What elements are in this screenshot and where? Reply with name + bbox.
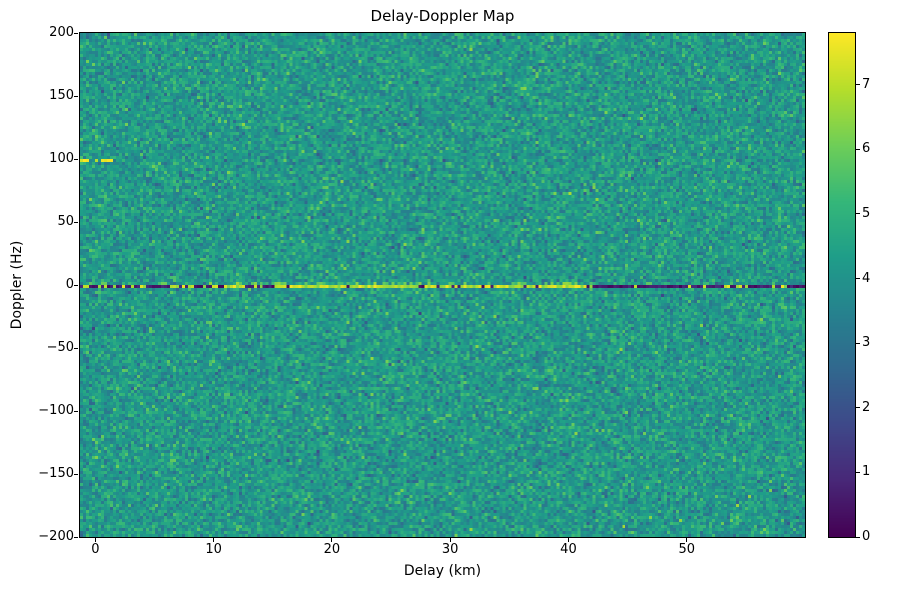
colorbar-tick-label: 1 [862, 464, 871, 480]
x-tick-mark [331, 538, 333, 542]
y-tick-label: 150 [49, 88, 74, 103]
y-tick-mark [74, 473, 78, 475]
y-tick-mark [74, 95, 78, 97]
colorbar-tick-mark [856, 278, 860, 280]
y-tick-label: −200 [38, 529, 74, 544]
y-tick-mark [74, 347, 78, 349]
plot-title: Delay-Doppler Map [370, 7, 515, 25]
colorbar-tick-mark [856, 471, 860, 473]
colorbar-tick-mark [856, 342, 860, 344]
heatmap-canvas [80, 33, 805, 537]
y-tick-label: −100 [38, 403, 74, 418]
x-tick-label: 50 [678, 542, 695, 557]
colorbar-tick-mark [856, 213, 860, 215]
x-tick-label: 0 [91, 542, 100, 557]
colorbar-tick-mark [856, 148, 860, 150]
colorbar-tick-label: 2 [862, 399, 871, 415]
y-tick-mark [74, 410, 78, 412]
y-tick-label: −150 [38, 466, 74, 481]
colorbar [828, 32, 856, 538]
y-tick-mark [74, 32, 78, 34]
colorbar-tick-label: 4 [862, 270, 871, 286]
colorbar-tick-label: 0 [862, 529, 871, 544]
y-tick-mark [74, 158, 78, 160]
plot-area [79, 32, 806, 538]
colorbar-tick-label: 5 [862, 205, 871, 221]
colorbar-canvas [829, 33, 855, 537]
x-tick-label: 30 [441, 542, 459, 557]
x-tick-label: 10 [205, 542, 222, 557]
y-tick-mark [74, 284, 78, 286]
x-tick-mark [213, 538, 215, 542]
x-tick-mark [94, 538, 96, 542]
y-tick-label: 0 [65, 277, 74, 292]
x-tick-mark [449, 538, 451, 542]
colorbar-tick-mark [856, 84, 860, 86]
y-axis-label: Doppler (Hz) [9, 240, 25, 330]
y-tick-mark [74, 536, 78, 538]
colorbar-tick-label: 6 [862, 141, 871, 157]
y-tick-label: 100 [49, 151, 74, 166]
x-axis-label: Delay (km) [403, 563, 482, 579]
x-tick-mark [686, 538, 688, 542]
y-tick-label: −50 [46, 340, 74, 355]
colorbar-tick-label: 7 [862, 76, 871, 92]
colorbar-tick-mark [856, 407, 860, 409]
y-tick-label: 200 [49, 25, 74, 40]
x-tick-label: 40 [560, 542, 577, 557]
x-tick-mark [567, 538, 569, 542]
colorbar-tick-label: 3 [862, 335, 871, 351]
y-tick-label: 50 [57, 214, 74, 229]
x-tick-label: 20 [323, 542, 341, 557]
y-tick-mark [74, 221, 78, 223]
colorbar-tick-mark [856, 536, 860, 538]
